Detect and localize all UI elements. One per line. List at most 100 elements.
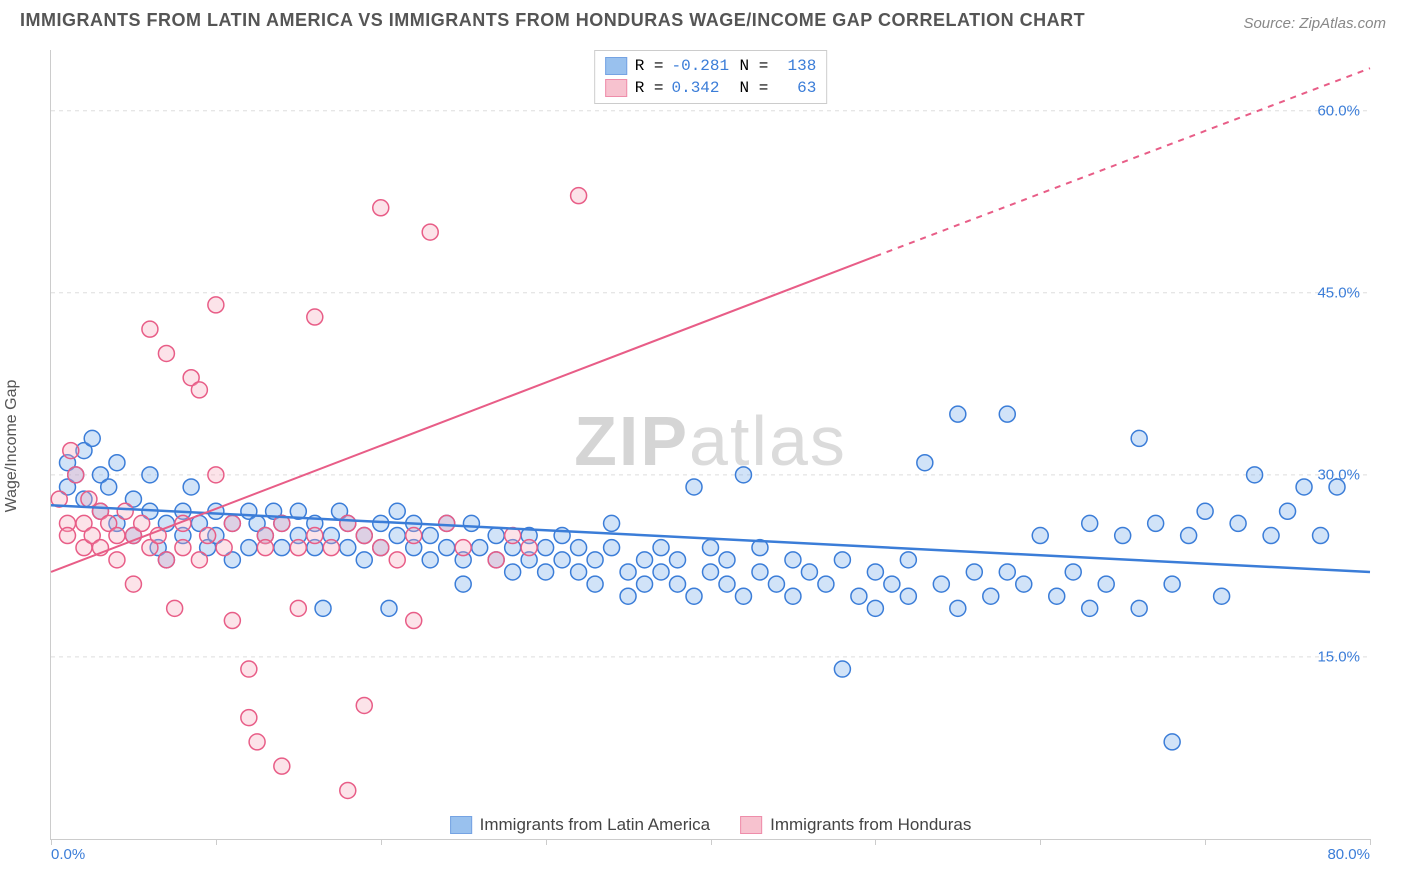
data-point <box>1131 430 1147 446</box>
data-point <box>422 552 438 568</box>
data-point <box>735 588 751 604</box>
data-point <box>81 491 97 507</box>
data-point <box>785 552 801 568</box>
x-tick <box>381 839 382 845</box>
data-point <box>785 588 801 604</box>
data-point <box>381 600 397 616</box>
data-point <box>735 467 751 483</box>
legend-r-value-honduras: 0.342 <box>672 79 732 97</box>
data-point <box>686 588 702 604</box>
swatch-honduras-bottom <box>740 816 762 834</box>
data-point <box>472 540 488 556</box>
series-legend: Immigrants from Latin America Immigrants… <box>450 815 972 835</box>
data-point <box>274 540 290 556</box>
data-point <box>224 515 240 531</box>
data-point <box>1164 576 1180 592</box>
correlation-legend: R = -0.281 N = 138 R = 0.342 N = 63 <box>594 50 828 104</box>
data-point <box>406 528 422 544</box>
swatch-latin <box>605 57 627 75</box>
data-point <box>257 540 273 556</box>
source-label: Source: ZipAtlas.com <box>1243 15 1386 32</box>
data-point <box>290 600 306 616</box>
data-point <box>356 528 372 544</box>
data-point <box>389 552 405 568</box>
data-point <box>241 661 257 677</box>
data-point <box>1049 588 1065 604</box>
x-tick <box>1205 839 1206 845</box>
data-point <box>867 600 883 616</box>
data-point <box>587 576 603 592</box>
data-point <box>340 515 356 531</box>
data-point <box>158 552 174 568</box>
data-point <box>422 528 438 544</box>
data-point <box>1296 479 1312 495</box>
data-point <box>801 564 817 580</box>
data-point <box>768 576 784 592</box>
data-point <box>999 406 1015 422</box>
data-point <box>900 552 916 568</box>
legend-n-value-latin: 138 <box>776 57 816 75</box>
y-tick-label: 45.0% <box>1317 284 1360 301</box>
data-point <box>1148 515 1164 531</box>
x-tick <box>51 839 52 845</box>
data-point <box>884 576 900 592</box>
data-point <box>356 697 372 713</box>
data-point <box>109 455 125 471</box>
data-point <box>521 540 537 556</box>
data-point <box>142 321 158 337</box>
data-point <box>389 528 405 544</box>
data-point <box>356 552 372 568</box>
data-point <box>274 758 290 774</box>
data-point <box>620 588 636 604</box>
data-point <box>373 200 389 216</box>
data-point <box>933 576 949 592</box>
data-point <box>175 540 191 556</box>
data-point <box>818 576 834 592</box>
plot-svg <box>51 50 1370 839</box>
data-point <box>719 576 735 592</box>
data-point <box>653 564 669 580</box>
y-axis-label: Wage/Income Gap <box>3 380 21 513</box>
data-point <box>752 564 768 580</box>
data-point <box>538 540 554 556</box>
data-point <box>191 382 207 398</box>
data-point <box>224 613 240 629</box>
swatch-honduras <box>605 79 627 97</box>
data-point <box>637 552 653 568</box>
x-tick <box>1040 839 1041 845</box>
data-point <box>307 528 323 544</box>
data-point <box>1164 734 1180 750</box>
data-point <box>950 406 966 422</box>
data-point <box>488 528 504 544</box>
swatch-latin-bottom <box>450 816 472 834</box>
data-point <box>439 540 455 556</box>
data-point <box>340 540 356 556</box>
data-point <box>1230 515 1246 531</box>
x-tick-label-end: 80.0% <box>1327 846 1370 863</box>
data-point <box>917 455 933 471</box>
data-point <box>1263 528 1279 544</box>
data-point <box>323 540 339 556</box>
data-point <box>208 467 224 483</box>
y-tick-label: 60.0% <box>1317 102 1360 119</box>
data-point <box>1197 503 1213 519</box>
data-point <box>637 576 653 592</box>
data-point <box>653 540 669 556</box>
data-point <box>488 552 504 568</box>
data-point <box>703 540 719 556</box>
data-point <box>554 552 570 568</box>
data-point <box>290 540 306 556</box>
data-point <box>505 564 521 580</box>
data-point <box>422 224 438 240</box>
data-point <box>389 503 405 519</box>
data-point <box>1131 600 1147 616</box>
series-name-honduras: Immigrants from Honduras <box>770 815 971 835</box>
data-point <box>455 540 471 556</box>
data-point <box>101 479 117 495</box>
data-point <box>719 552 735 568</box>
data-point <box>1032 528 1048 544</box>
data-point <box>200 528 216 544</box>
data-point <box>900 588 916 604</box>
data-point <box>216 540 232 556</box>
data-point <box>249 734 265 750</box>
